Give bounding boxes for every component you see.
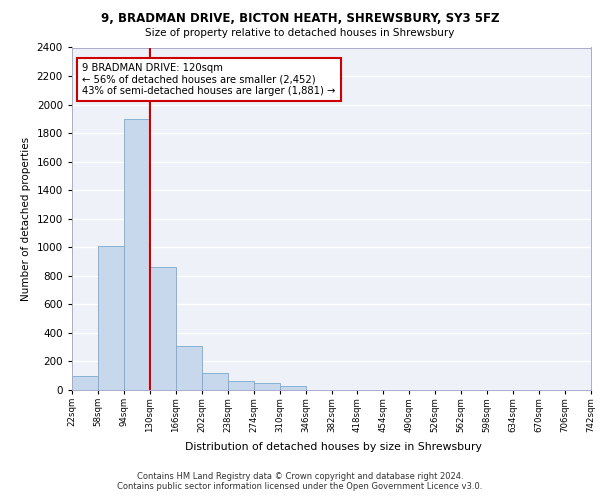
Text: Contains HM Land Registry data © Crown copyright and database right 2024.: Contains HM Land Registry data © Crown c… <box>137 472 463 481</box>
Bar <box>98 246 124 390</box>
Text: Size of property relative to detached houses in Shrewsbury: Size of property relative to detached ho… <box>145 28 455 38</box>
Bar <box>150 268 176 390</box>
Bar <box>254 383 280 390</box>
Text: 9 BRADMAN DRIVE: 120sqm
← 56% of detached houses are smaller (2,452)
43% of semi: 9 BRADMAN DRIVE: 120sqm ← 56% of detache… <box>82 63 336 96</box>
Bar <box>72 376 98 390</box>
Text: 9, BRADMAN DRIVE, BICTON HEATH, SHREWSBURY, SY3 5FZ: 9, BRADMAN DRIVE, BICTON HEATH, SHREWSBU… <box>101 12 499 26</box>
Text: Distribution of detached houses by size in Shrewsbury: Distribution of detached houses by size … <box>185 442 481 452</box>
Bar <box>176 346 202 390</box>
Bar <box>124 119 150 390</box>
Text: Contains public sector information licensed under the Open Government Licence v3: Contains public sector information licen… <box>118 482 482 491</box>
Bar <box>228 382 254 390</box>
Bar <box>280 386 305 390</box>
Bar <box>202 373 228 390</box>
Y-axis label: Number of detached properties: Number of detached properties <box>21 136 31 301</box>
